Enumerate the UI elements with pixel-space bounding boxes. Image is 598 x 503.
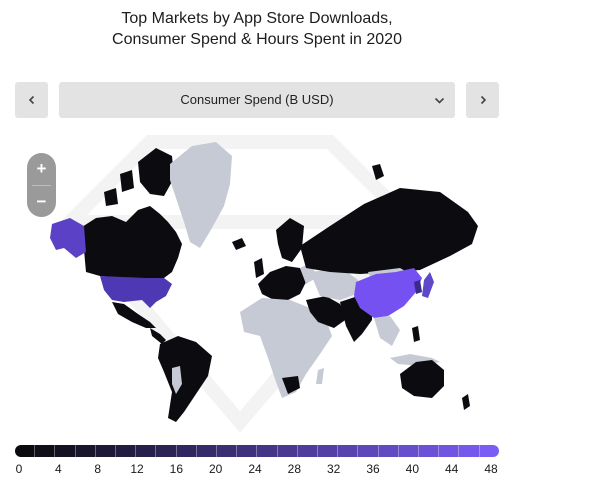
legend-segment: [95, 445, 117, 457]
region-canadian-arctic[interactable]: [138, 148, 174, 196]
legend-ticks: 0 4 8 12 16 20 24 28 32 36 40 44 48: [0, 462, 598, 478]
previous-metric-button[interactable]: [15, 82, 48, 118]
legend-segment: [257, 445, 278, 457]
legend-segment: [277, 445, 298, 457]
region-middle-east[interactable]: [306, 296, 348, 328]
legend-tick-label: 28: [287, 462, 302, 476]
title-line-1: Top Markets by App Store Downloads,: [121, 10, 393, 27]
legend-segment: [378, 445, 399, 457]
region-africa[interactable]: [240, 298, 332, 398]
legend-segment: [398, 445, 420, 457]
legend-segment: [318, 445, 339, 457]
region-australia[interactable]: [400, 360, 444, 398]
legend-segment: [439, 445, 460, 457]
region-madagascar[interactable]: [316, 368, 324, 384]
legend-segment: [419, 445, 440, 457]
legend-segment: [35, 445, 56, 457]
legend-segment: [75, 445, 96, 457]
region-russia-islands[interactable]: [372, 164, 432, 220]
chevron-left-icon: [28, 95, 34, 105]
legend-segment: [358, 445, 379, 457]
legend-tick-label: 4: [54, 462, 62, 476]
region-canada[interactable]: [82, 206, 182, 278]
region-russia[interactable]: [300, 188, 478, 274]
legend-segment: [156, 445, 177, 457]
chart-title: Top Markets by App Store Downloads, Cons…: [0, 8, 514, 50]
legend-segment: [55, 445, 76, 457]
legend-segment: [136, 445, 157, 457]
region-iceland[interactable]: [232, 238, 246, 250]
region-philippines[interactable]: [412, 326, 420, 342]
region-central-asia[interactable]: [310, 268, 358, 300]
zoom-controls: + −: [27, 153, 56, 217]
legend-tick-label: 0: [15, 462, 23, 476]
legend-segment: [116, 445, 137, 457]
region-arctic-islands[interactable]: [104, 170, 188, 206]
region-usa[interactable]: [100, 276, 172, 308]
legend-tick-label: 36: [366, 462, 380, 476]
legend-segment: [217, 445, 238, 457]
chevron-right-icon: [480, 95, 486, 105]
legend-tick-label: 8: [94, 462, 101, 476]
region-argentina[interactable]: [172, 366, 182, 394]
legend-tick-label: 24: [248, 462, 262, 476]
legend-segment: [15, 445, 36, 457]
chevron-down-icon: [434, 97, 445, 104]
region-uk[interactable]: [254, 258, 264, 278]
metric-select[interactable]: Consumer Spend (B USD): [59, 82, 455, 118]
region-south-africa[interactable]: [282, 376, 300, 394]
region-mexico[interactable]: [112, 302, 156, 328]
region-alaska[interactable]: [50, 218, 86, 258]
region-scandinavia[interactable]: [276, 218, 304, 262]
legend-segment: [479, 445, 499, 457]
region-south-america[interactable]: [158, 336, 212, 422]
legend-segment: [196, 445, 218, 457]
legend-tick-label: 16: [169, 462, 184, 476]
title-line-2: Consumer Spend & Hours Spent in 2020: [112, 31, 402, 48]
color-scale-legend: [15, 445, 499, 457]
legend-segment: [338, 445, 359, 457]
region-southeast-asia[interactable]: [374, 316, 400, 346]
legend-tick-label: 44: [444, 462, 459, 476]
legend-tick-label: 32: [326, 462, 341, 476]
zoom-in-button[interactable]: +: [36, 159, 47, 178]
legend-tick-label: 12: [130, 462, 144, 476]
next-metric-button[interactable]: [466, 82, 499, 118]
legend-segment: [459, 445, 480, 457]
region-new-zealand[interactable]: [462, 394, 470, 410]
region-japan[interactable]: [422, 272, 434, 298]
region-europe[interactable]: [258, 266, 306, 300]
legend-segment: [237, 445, 258, 457]
region-central-america[interactable]: [150, 328, 166, 344]
legend-tick-label: 48: [484, 462, 498, 476]
legend-segment: [176, 445, 197, 457]
region-greenland[interactable]: [170, 142, 232, 248]
legend-tick-label: 20: [208, 462, 223, 476]
metric-select-label: Consumer Spend (B USD): [180, 92, 334, 107]
zoom-divider: [32, 185, 51, 186]
region-china[interactable]: [354, 268, 422, 318]
world-map: [50, 135, 478, 432]
region-korea[interactable]: [414, 280, 422, 294]
zoom-out-button[interactable]: −: [36, 192, 47, 211]
legend-segment: [297, 445, 319, 457]
legend-tick-label: 40: [405, 462, 420, 476]
